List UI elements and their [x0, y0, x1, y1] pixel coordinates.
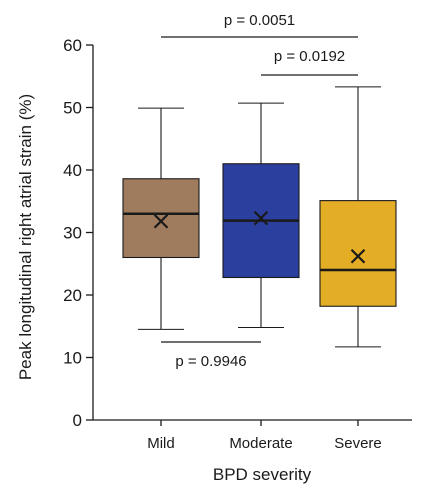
p-value-label: p = 0.0051	[224, 12, 295, 29]
x-tick-label: Mild	[147, 435, 175, 452]
comparison-bracket: p = 0.0051	[161, 12, 358, 37]
y-tick-label: 30	[63, 224, 82, 243]
p-value-label: p = 0.0192	[274, 48, 345, 65]
y-tick-label: 20	[63, 286, 82, 305]
y-axis-title: Peak longitudinal right atrial strain (%…	[16, 94, 35, 380]
y-tick-label: 50	[63, 99, 82, 118]
comparison-bracket: p = 0.0192	[261, 48, 358, 75]
y-tick-label: 0	[73, 411, 82, 430]
y-tick-label: 40	[63, 161, 82, 180]
box-severe	[320, 87, 396, 347]
boxes	[123, 87, 396, 347]
x-tick-label: Severe	[334, 435, 382, 452]
p-value-label: p = 0.9946	[175, 353, 246, 370]
comparison-bracket: p = 0.9946	[161, 342, 261, 370]
iqr-box	[320, 201, 396, 307]
box-moderate	[223, 103, 299, 327]
x-tick-label: Moderate	[229, 435, 292, 452]
iqr-box	[123, 179, 199, 258]
x-axis-title: BPD severity	[213, 465, 312, 484]
y-tick-label: 60	[63, 36, 82, 55]
y-tick-label: 10	[63, 349, 82, 368]
box-mild	[123, 108, 199, 329]
